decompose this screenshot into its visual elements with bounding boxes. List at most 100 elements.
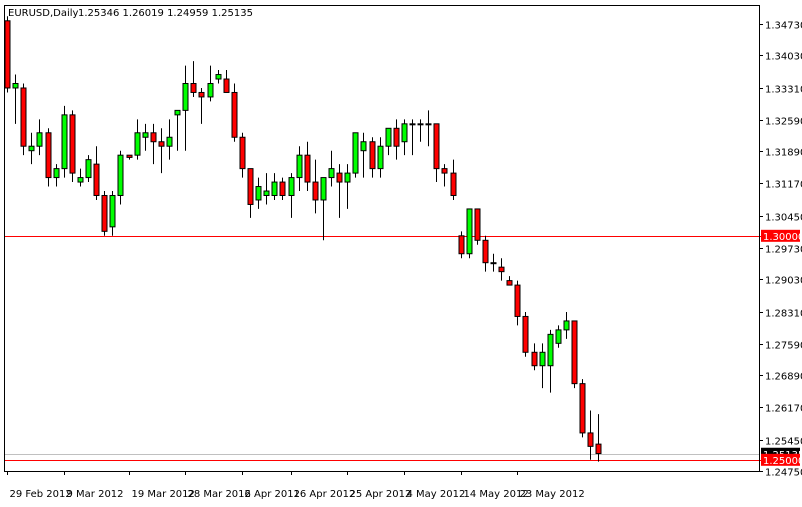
candle-body bbox=[595, 443, 602, 455]
y-tick-label: 1.31170 bbox=[765, 180, 802, 191]
candle-body bbox=[547, 333, 554, 367]
candle bbox=[190, 61, 197, 97]
x-tick-label: 9 Mar 2012 bbox=[67, 489, 124, 500]
candle-body bbox=[514, 284, 521, 317]
candle-body bbox=[433, 123, 440, 170]
candle-body bbox=[369, 141, 376, 170]
candle bbox=[425, 110, 432, 147]
y-tick-label: 1.31890 bbox=[765, 148, 802, 159]
candles bbox=[4, 16, 602, 462]
candle bbox=[587, 410, 594, 460]
level-label-bg bbox=[761, 453, 800, 466]
candle-body bbox=[466, 208, 473, 255]
candle bbox=[255, 177, 262, 209]
candle-body bbox=[77, 177, 84, 183]
y-axis: 1.34730 1.34030 1.33310 1.32590 1.31890 1.311… bbox=[759, 21, 802, 479]
candle bbox=[77, 168, 84, 187]
candle-body bbox=[377, 145, 384, 170]
candle-body bbox=[247, 168, 254, 205]
candle bbox=[328, 150, 335, 187]
candle-body bbox=[425, 123, 432, 126]
candle-body bbox=[352, 132, 359, 174]
candle bbox=[61, 105, 68, 178]
candle-body bbox=[571, 320, 578, 385]
candle-body bbox=[296, 154, 303, 179]
candle-body bbox=[271, 181, 278, 196]
x-tick-label: 25 Apr 2012 bbox=[350, 489, 412, 500]
y-tick-label: 1.34030 bbox=[765, 52, 802, 63]
candle bbox=[522, 311, 529, 357]
candle-body bbox=[304, 154, 311, 183]
candle-body bbox=[450, 172, 457, 196]
candle bbox=[28, 132, 35, 165]
candle-body bbox=[312, 181, 319, 201]
candle bbox=[150, 123, 157, 165]
candle bbox=[215, 70, 222, 84]
y-tick-label: 1.26890 bbox=[765, 372, 802, 383]
candle-body bbox=[409, 123, 416, 126]
candle bbox=[117, 150, 124, 205]
level-label: 1.30000 bbox=[761, 229, 802, 243]
candle bbox=[182, 65, 189, 151]
candle bbox=[126, 154, 133, 160]
candle-body bbox=[393, 127, 400, 147]
candle bbox=[20, 83, 27, 156]
y-tick-label: 1.30450 bbox=[765, 213, 802, 224]
candle-body bbox=[587, 432, 594, 447]
candle-body bbox=[563, 320, 570, 331]
level-label-bg bbox=[761, 229, 800, 242]
candle bbox=[506, 276, 513, 286]
candle bbox=[4, 16, 11, 93]
candle bbox=[377, 137, 384, 178]
candle-body bbox=[20, 87, 27, 147]
candle bbox=[385, 127, 392, 156]
candle bbox=[547, 329, 554, 393]
candle bbox=[344, 164, 351, 209]
candle bbox=[369, 137, 376, 178]
candle-body bbox=[555, 329, 562, 344]
candle-body bbox=[53, 168, 60, 179]
candle-body bbox=[239, 136, 246, 170]
candle bbox=[263, 173, 270, 205]
candle-body bbox=[101, 194, 108, 232]
candle-body bbox=[498, 266, 505, 273]
candle-body bbox=[263, 190, 270, 196]
candle bbox=[288, 173, 295, 218]
x-tick-label: 16 Apr 2012 bbox=[294, 489, 356, 500]
candle-body bbox=[142, 132, 149, 138]
header-ohlc: 1.25346 1.26019 1.24959 1.25135 bbox=[78, 8, 253, 19]
candle bbox=[393, 119, 400, 160]
candle bbox=[539, 343, 546, 389]
candle-body bbox=[12, 83, 19, 89]
candle-body bbox=[441, 168, 448, 174]
y-tick-label: 1.34730 bbox=[765, 21, 802, 32]
y-tick-label: 1.27590 bbox=[765, 341, 802, 352]
candle-body bbox=[69, 114, 76, 174]
candle-body bbox=[158, 141, 165, 147]
candle bbox=[109, 191, 116, 236]
candle-body bbox=[474, 208, 481, 241]
candle-body bbox=[85, 159, 92, 179]
candle bbox=[466, 208, 473, 259]
level-lines bbox=[5, 236, 800, 461]
candle bbox=[595, 414, 602, 462]
x-tick-label: 4 May 2012 bbox=[407, 489, 466, 500]
candle-body bbox=[61, 114, 68, 170]
candle-body bbox=[482, 239, 489, 264]
level-label: 1.25000 bbox=[761, 453, 802, 467]
candle bbox=[441, 164, 448, 187]
candle bbox=[207, 65, 214, 102]
x-tick-label: 23 May 2012 bbox=[520, 489, 585, 500]
candle bbox=[101, 191, 108, 236]
candle bbox=[134, 119, 141, 160]
level-label-text: 1.30000 bbox=[763, 232, 802, 243]
y-tick-label: 1.26170 bbox=[765, 404, 802, 415]
candle-body bbox=[336, 172, 343, 183]
candle bbox=[166, 119, 173, 160]
candle-body bbox=[215, 74, 222, 80]
candle-body bbox=[255, 186, 262, 201]
